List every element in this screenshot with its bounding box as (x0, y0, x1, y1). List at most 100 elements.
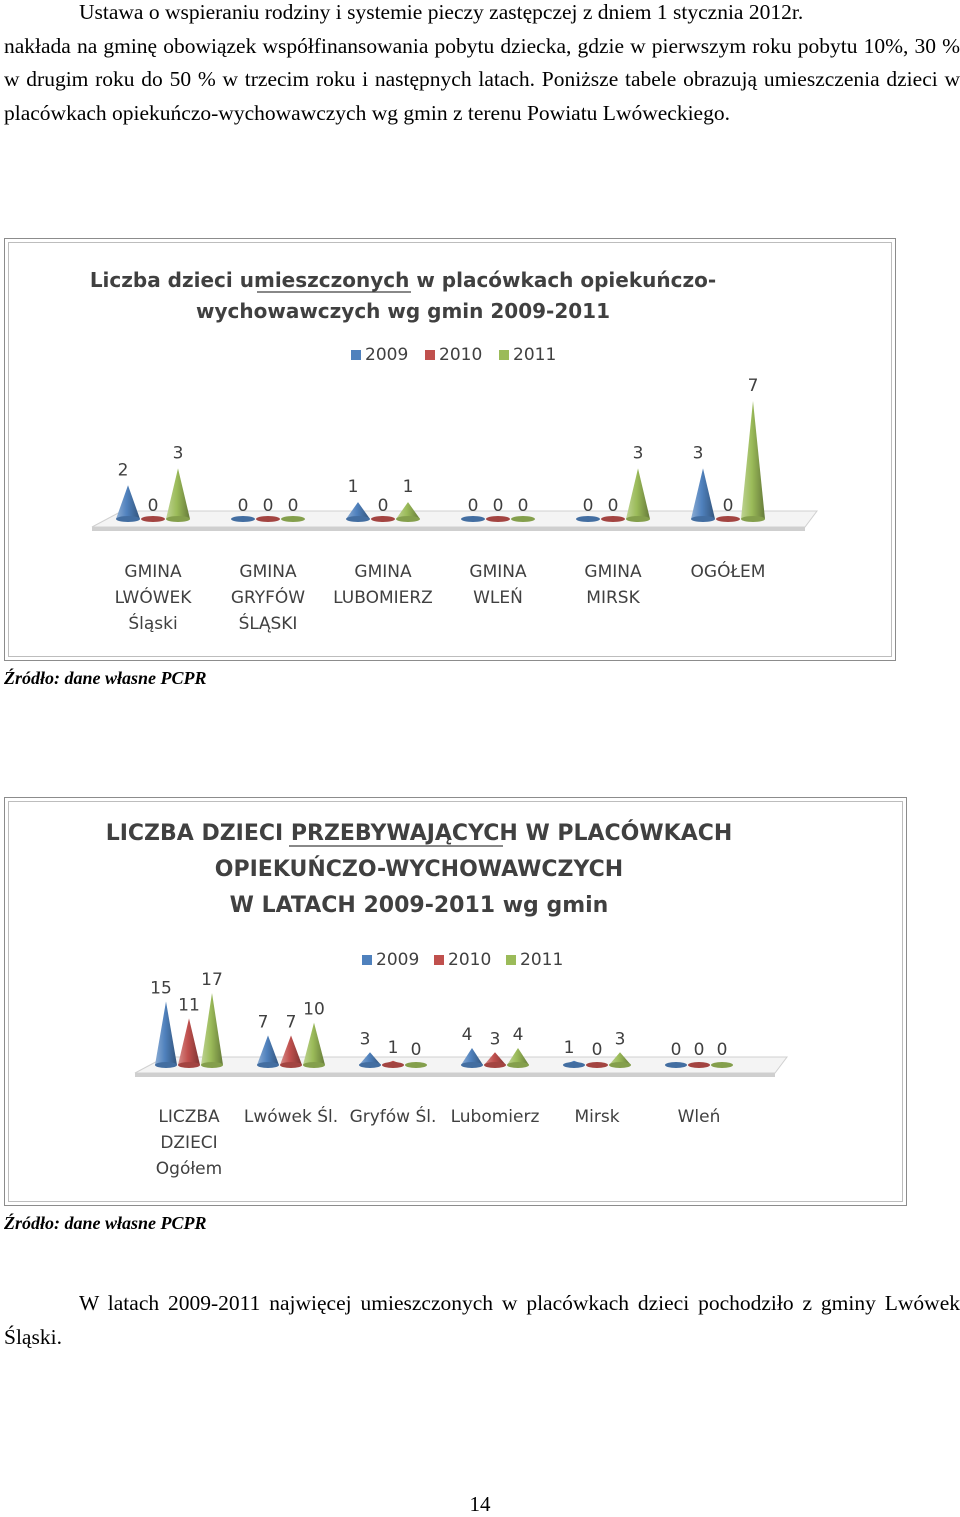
cone-base-2011-3 (507, 1062, 529, 1068)
value-label-2009-5: 3 (693, 443, 704, 463)
category-label: GMINA (469, 562, 527, 582)
value-label-2011-2: 1 (403, 477, 414, 497)
cone-2009-0 (116, 485, 140, 519)
cone-base-2010-5 (688, 1062, 710, 1068)
cone-2011-2 (396, 502, 420, 519)
cone-base-2010-1 (280, 1062, 302, 1068)
cone-base-2010-1 (256, 516, 280, 522)
value-label-2009-0: 15 (150, 978, 172, 998)
value-label-2011-1: 0 (288, 496, 299, 516)
cone-base-2009-5 (665, 1062, 687, 1068)
category-label: GMINA (354, 562, 412, 582)
cone-base-2011-1 (303, 1062, 325, 1068)
cone-2009-1 (257, 1035, 279, 1065)
cone-2011-5 (741, 401, 765, 519)
legend-swatch-2010 (425, 350, 435, 360)
legend-label-2010: 2010 (439, 345, 482, 365)
cone-base-2010-0 (141, 516, 165, 522)
category-label: GMINA (584, 562, 642, 582)
cone-2010-3 (484, 1052, 506, 1065)
source-note-1: Źródło: dane własne PCPR (4, 668, 207, 688)
cone-base-2009-5 (691, 516, 715, 522)
chart1-svg: Liczba dzieci umieszczonych w placówkach… (90, 268, 818, 634)
value-label-2011-4: 3 (615, 1029, 626, 1049)
category-label: Gryfów Śl. (350, 1105, 437, 1127)
category-label: MIRSK (586, 588, 640, 608)
legend-label-2011: 2011 (520, 950, 563, 970)
chart2-svg: LICZBA DZIECI PRZEBYWAJĄCYCH W PLACÓWKAC… (106, 820, 788, 1179)
value-label-2010-2: 1 (388, 1038, 399, 1058)
legend-label-2009: 2009 (376, 950, 419, 970)
cone-base-2010-2 (382, 1062, 404, 1068)
cone-base-2011-4 (626, 516, 650, 522)
value-label-2011-0: 17 (201, 970, 223, 990)
value-label-2010-3: 0 (493, 496, 504, 516)
value-label-2010-3: 3 (490, 1029, 501, 1049)
value-label-2010-5: 0 (694, 1040, 705, 1060)
value-label-2009-2: 3 (360, 1029, 371, 1049)
value-label-2009-2: 1 (348, 477, 359, 497)
source-note-2: Źródło: dane własne PCPR (4, 1213, 207, 1233)
cone-base-2011-5 (741, 516, 765, 522)
page-number: 14 (469, 1492, 491, 1516)
cone-base-2010-5 (716, 516, 740, 522)
value-label-2010-4: 0 (592, 1040, 603, 1060)
value-label-2009-3: 4 (462, 1025, 473, 1045)
cone-base-2010-4 (586, 1062, 608, 1068)
cone-2010-1 (280, 1035, 302, 1065)
chart-children-residing: LICZBA DZIECI PRZEBYWAJĄCYCH W PLACÓWKAC… (4, 797, 907, 1206)
conclusion-text: W latach 2009-2011 najwięcej umieszczony… (4, 1291, 960, 1349)
cone-base-2011-0 (201, 1062, 223, 1068)
category-label: Śląski (128, 612, 177, 634)
category-label: GMINA (124, 562, 182, 582)
cone-base-2010-2 (371, 516, 395, 522)
cone-2011-1 (303, 1022, 325, 1065)
category-label: Lwówek Śl. (244, 1105, 338, 1127)
legend-swatch-2009 (351, 350, 361, 360)
value-label-2010-4: 0 (608, 496, 619, 516)
value-label-2009-1: 0 (238, 496, 249, 516)
intro-text: nakłada na gminę obowiązek współfinansow… (4, 33, 960, 125)
value-label-2011-3: 4 (513, 1025, 524, 1045)
chart-title-line: W LATACH 2009-2011 wg gmin (230, 893, 609, 918)
cone-base-2009-0 (155, 1062, 177, 1068)
legend-swatch-2009 (362, 955, 372, 965)
category-label: WLEŃ (473, 586, 523, 608)
cone-base-2011-2 (405, 1062, 427, 1068)
intro-paragraph: Ustawa o wspieraniu rodziny i systemie p… (4, 0, 960, 130)
cone-2009-2 (346, 502, 370, 519)
value-label-2009-0: 2 (118, 460, 129, 480)
cone-2009-0 (155, 1001, 177, 1065)
cone-2010-0 (178, 1018, 200, 1065)
cone-2011-3 (507, 1048, 529, 1065)
cone-base-2011-0 (166, 516, 190, 522)
cone-base-2009-3 (461, 516, 485, 522)
cone-2009-5 (691, 468, 715, 519)
value-label-2009-4: 1 (564, 1038, 575, 1058)
cone-base-2009-1 (257, 1062, 279, 1068)
value-label-2009-4: 0 (583, 496, 594, 516)
cone-base-2011-5 (711, 1062, 733, 1068)
legend-swatch-2010 (434, 955, 444, 965)
value-label-2011-4: 3 (633, 443, 644, 463)
value-label-2010-1: 0 (263, 496, 274, 516)
value-label-2011-3: 0 (518, 496, 529, 516)
value-label-2010-5: 0 (723, 496, 734, 516)
chart-floor-edge (92, 527, 805, 531)
value-label-2010-2: 0 (378, 496, 389, 516)
cone-base-2009-0 (116, 516, 140, 522)
value-label-2010-1: 7 (286, 1012, 297, 1032)
category-label: LICZBA (158, 1107, 220, 1127)
intro-first-line: Ustawa o wspieraniu rodziny i systemie p… (79, 0, 804, 24)
cone-base-2009-4 (563, 1062, 585, 1068)
cone-base-2009-2 (359, 1062, 381, 1068)
value-label-2009-3: 0 (468, 496, 479, 516)
cone-base-2011-3 (511, 516, 535, 522)
category-label: Wleń (678, 1107, 721, 1127)
cone-base-2010-0 (178, 1062, 200, 1068)
chart-title-line: Liczba dzieci umieszczonych w placówkach… (90, 268, 716, 292)
cone-base-2010-3 (486, 516, 510, 522)
legend-label-2010: 2010 (448, 950, 491, 970)
value-label-2011-2: 0 (411, 1040, 422, 1060)
category-label: GRYFÓW (231, 586, 305, 608)
